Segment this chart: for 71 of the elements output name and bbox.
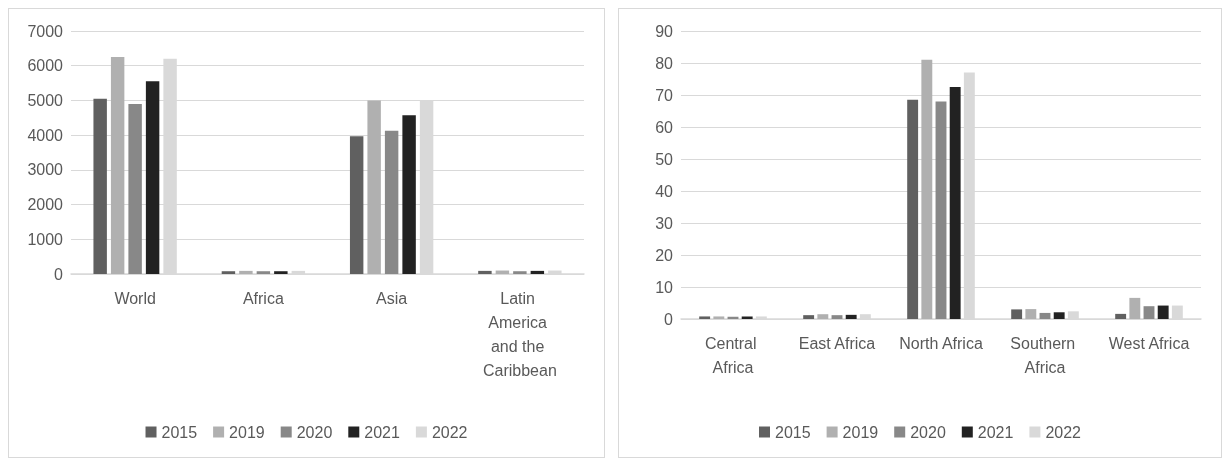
x-tick-label: East Africa [798, 334, 876, 352]
bar [221, 271, 236, 274]
y-tick-label: 50 [655, 150, 674, 168]
y-tick-label: 20 [655, 246, 674, 264]
y-tick-label: 60 [655, 118, 674, 136]
legend-label: 2015 [775, 423, 811, 441]
legend-label: 2022 [1045, 423, 1082, 441]
x-tick-label: Asia [376, 289, 408, 307]
bar [128, 103, 142, 274]
y-tick-label: 0 [54, 265, 64, 283]
x-tick-label: Central Africa [704, 334, 762, 376]
legend-label: 2021 [977, 423, 1014, 441]
bar [1115, 313, 1127, 319]
legend-label: 2015 [161, 423, 198, 441]
bar [831, 315, 843, 319]
x-tick-label: North Africa [899, 334, 983, 352]
bar [921, 59, 933, 319]
y-tick-label: 3000 [27, 161, 64, 179]
bar [145, 81, 160, 274]
bar [803, 315, 815, 319]
y-tick-label: 70 [655, 86, 674, 104]
bar [1157, 305, 1169, 319]
legend-label: 2020 [296, 423, 333, 441]
legend-label: 2019 [842, 423, 879, 441]
bar [513, 271, 527, 274]
bar [530, 270, 545, 274]
bar [935, 101, 947, 319]
legend-label: 2022 [431, 423, 468, 441]
bar [256, 271, 271, 274]
x-tick-label: World [114, 289, 156, 307]
bar [699, 316, 711, 319]
bar [1053, 312, 1065, 319]
bar [1025, 309, 1037, 319]
bar [367, 100, 381, 274]
legend-label: 2019 [229, 423, 265, 441]
y-tick-label: 7000 [27, 22, 64, 40]
y-tick-label: 10 [655, 278, 674, 296]
y-tick-label: 4000 [27, 126, 64, 144]
legend-label: 2020 [910, 423, 946, 441]
y-tick-label: 90 [655, 22, 674, 40]
legend-label: 2021 [364, 423, 400, 441]
bar [1129, 297, 1141, 319]
bar [110, 57, 125, 274]
y-tick-label: 6000 [27, 57, 64, 75]
bar [274, 271, 288, 274]
bar [239, 270, 253, 274]
bar [93, 98, 107, 274]
x-tick-label: Southern Africa [1010, 334, 1080, 376]
y-tick-label: 5000 [27, 91, 64, 109]
y-tick-label: 0 [664, 310, 674, 328]
bar [349, 136, 364, 274]
bar [384, 130, 399, 274]
y-tick-label: 1000 [27, 230, 64, 248]
bar [817, 314, 829, 319]
y-tick-label: 40 [655, 182, 674, 200]
y-tick-label: 30 [655, 214, 674, 232]
bar [741, 316, 753, 319]
y-tick-label: 80 [655, 54, 674, 72]
bar [1143, 306, 1155, 319]
bar [478, 270, 492, 274]
bar [845, 314, 857, 319]
x-tick-label: West Africa [1108, 334, 1190, 352]
bar [713, 316, 725, 319]
bar [1011, 309, 1023, 319]
x-tick-label: Africa [242, 289, 284, 307]
bar [402, 115, 416, 274]
bar [949, 87, 961, 319]
bar [907, 99, 919, 319]
x-tick-label: Latin America and the Caribbean [482, 289, 557, 379]
y-tick-label: 2000 [27, 196, 64, 214]
bar [1039, 312, 1051, 319]
